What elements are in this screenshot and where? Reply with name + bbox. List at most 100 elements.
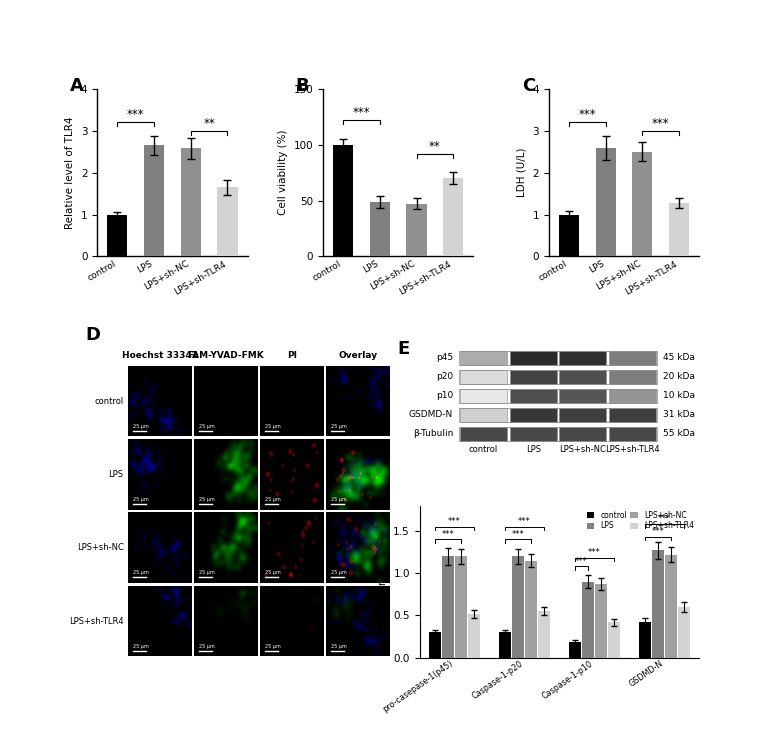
Bar [458, 350, 657, 365]
Bar [609, 370, 656, 384]
Text: 25 μm: 25 μm [199, 423, 214, 429]
Text: ***: *** [511, 530, 524, 539]
Bar [525, 560, 537, 658]
Bar [609, 426, 656, 440]
Bar [510, 350, 556, 365]
Bar [460, 408, 507, 422]
Bar [559, 408, 606, 422]
Text: 25 μm: 25 μm [265, 571, 280, 576]
Bar [144, 146, 164, 256]
Bar [538, 611, 550, 658]
Text: 25 μm: 25 μm [199, 644, 214, 649]
Bar [652, 551, 664, 658]
Text: ***: *** [127, 109, 145, 121]
Bar [443, 178, 463, 256]
Text: β-Tubulin: β-Tubulin [413, 429, 453, 438]
Text: **: ** [429, 140, 441, 153]
Text: ***: *** [651, 527, 664, 536]
Text: p10: p10 [436, 391, 453, 401]
Bar [370, 202, 390, 256]
Bar [639, 622, 650, 658]
Text: 25 μm: 25 μm [199, 497, 214, 502]
Text: FAM-YVAD-FMK: FAM-YVAD-FMK [187, 351, 264, 361]
Bar [609, 350, 656, 365]
Bar [609, 389, 656, 403]
Bar [510, 370, 556, 384]
Legend: control, LPS, LPS+sh-NC, LPS+sh-TLR4: control, LPS, LPS+sh-NC, LPS+sh-TLR4 [585, 509, 695, 532]
Bar [608, 622, 620, 658]
Bar [559, 370, 606, 384]
Bar [596, 149, 615, 256]
Text: 25 μm: 25 μm [331, 423, 347, 429]
Text: C: C [521, 77, 535, 95]
Bar [460, 426, 507, 440]
Bar [559, 426, 606, 440]
Bar [559, 350, 606, 365]
Bar [458, 426, 657, 440]
Text: control: control [94, 397, 124, 406]
Text: Overlay: Overlay [338, 351, 378, 361]
Text: 20 kDa: 20 kDa [663, 372, 695, 381]
Text: LPS: LPS [526, 445, 541, 454]
Bar [569, 642, 580, 658]
Bar [429, 633, 441, 658]
Bar [460, 370, 507, 384]
Text: 25 μm: 25 μm [199, 571, 214, 576]
Bar [442, 556, 454, 658]
Text: p45: p45 [436, 353, 453, 362]
Bar [406, 204, 427, 256]
Text: ***: *** [652, 117, 670, 130]
Bar [582, 582, 594, 658]
Bar [469, 614, 480, 658]
Bar [333, 145, 354, 256]
Y-axis label: Relative protein level: Relative protein level [378, 526, 388, 637]
Bar [678, 607, 690, 658]
Bar [559, 389, 606, 403]
Bar [512, 556, 524, 658]
Text: LPS+sh-TLR4: LPS+sh-TLR4 [605, 445, 660, 454]
Text: D: D [85, 326, 100, 344]
Bar [458, 389, 657, 403]
Bar [460, 350, 507, 365]
Text: 31 kDa: 31 kDa [663, 410, 695, 419]
Text: ***: *** [575, 556, 587, 565]
Text: 55 kDa: 55 kDa [663, 429, 695, 438]
Bar [460, 389, 507, 403]
Text: GSDMD-N: GSDMD-N [409, 410, 453, 419]
Text: control: control [469, 445, 498, 454]
Text: PI: PI [287, 351, 297, 361]
Text: ***: *** [353, 106, 371, 119]
Text: 25 μm: 25 μm [133, 423, 148, 429]
Text: ***: *** [588, 548, 601, 557]
Text: ***: *** [518, 517, 531, 526]
Text: 25 μm: 25 μm [133, 497, 148, 502]
Bar [559, 214, 579, 256]
Bar [218, 187, 238, 256]
Text: **: ** [204, 117, 215, 130]
Bar [665, 554, 677, 658]
Bar [181, 149, 200, 256]
Bar [499, 633, 510, 658]
Bar [595, 584, 607, 658]
Text: 25 μm: 25 μm [133, 571, 148, 576]
Text: ***: *** [658, 514, 671, 523]
Text: 25 μm: 25 μm [265, 497, 280, 502]
Bar [455, 556, 467, 658]
Y-axis label: Cell viability (%): Cell viability (%) [278, 130, 288, 215]
Text: ***: *** [441, 530, 455, 539]
Bar [609, 408, 656, 422]
Text: LPS+sh-NC: LPS+sh-NC [559, 445, 606, 454]
Text: 25 μm: 25 μm [265, 644, 280, 649]
Bar [458, 370, 657, 384]
Text: 25 μm: 25 μm [265, 423, 280, 429]
Text: 25 μm: 25 μm [133, 644, 148, 649]
Bar [510, 408, 556, 422]
Y-axis label: Relative level of TLR4: Relative level of TLR4 [65, 116, 75, 229]
Text: LPS: LPS [109, 470, 124, 479]
Text: ***: *** [579, 109, 596, 121]
Bar [669, 202, 689, 256]
Text: ***: *** [448, 517, 461, 526]
Text: LPS+sh-NC: LPS+sh-NC [77, 543, 124, 552]
Bar [107, 214, 127, 256]
Text: p20: p20 [436, 372, 453, 381]
